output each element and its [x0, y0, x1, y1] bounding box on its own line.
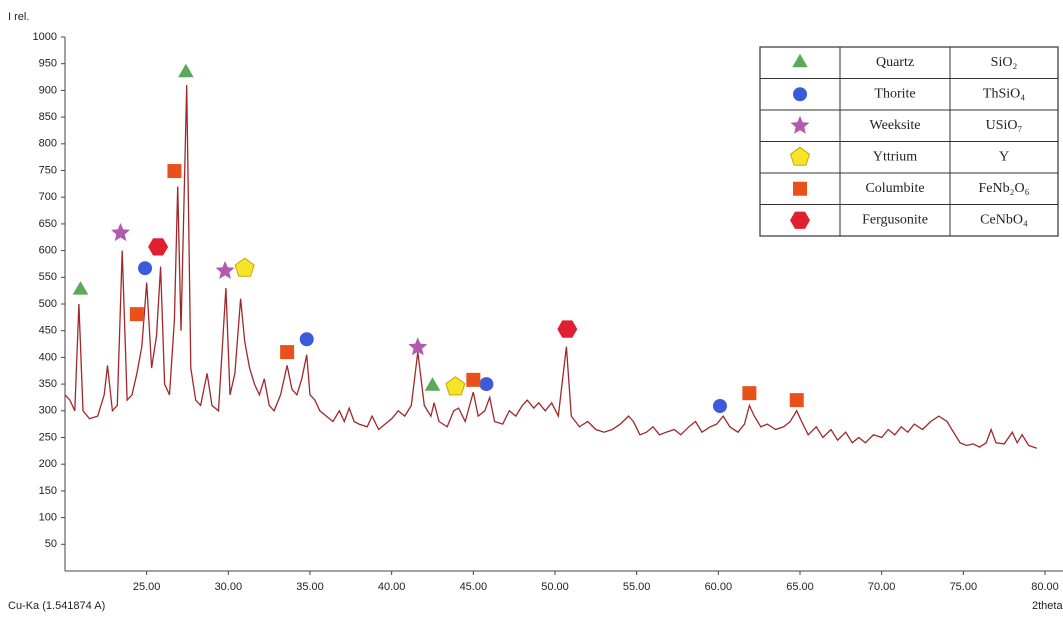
- phase-marker: [178, 63, 194, 78]
- legend-formula: CeNbO₄: [980, 212, 1028, 227]
- phase-marker: [712, 398, 727, 413]
- x-tick-label: 60.00: [705, 581, 733, 593]
- phase-marker: [129, 307, 144, 322]
- phase-marker: [167, 164, 182, 179]
- legend-name: Fergusonite: [862, 212, 928, 227]
- phase-marker: [280, 345, 295, 360]
- y-tick-label: 800: [39, 138, 57, 150]
- phase-marker: [424, 377, 441, 391]
- y-tick-label: 400: [39, 351, 57, 363]
- legend-symbol: [792, 53, 808, 68]
- x-tick-label: 70.00: [868, 581, 896, 593]
- legend-name: Yttrium: [873, 149, 917, 164]
- x-axis-label: 2theta: [1032, 600, 1063, 612]
- phase-marker: [299, 332, 314, 347]
- x-tick-label: 40.00: [378, 581, 406, 593]
- phase-marker: [148, 238, 169, 256]
- legend-name: Quartz: [876, 55, 914, 70]
- phase-marker: [445, 376, 466, 396]
- y-tick-label: 650: [39, 218, 57, 230]
- y-tick-label: 150: [39, 485, 57, 497]
- x-tick-label: 30.00: [215, 581, 243, 593]
- phase-marker: [742, 386, 757, 401]
- legend-symbol: [793, 181, 807, 196]
- y-axis-label: I rel.: [8, 11, 29, 23]
- legend-symbol: [793, 87, 807, 102]
- x-tick-label: 35.00: [296, 581, 324, 593]
- legend-symbol: [789, 146, 811, 166]
- legend-name: Thorite: [874, 86, 915, 101]
- y-tick-label: 300: [39, 405, 57, 417]
- y-tick-label: 250: [39, 431, 57, 443]
- y-tick-label: 200: [39, 458, 57, 470]
- legend-symbol: [790, 211, 810, 229]
- legend-formula: Y: [999, 149, 1009, 164]
- y-tick-label: 950: [39, 58, 57, 70]
- legend-symbol: [790, 115, 810, 134]
- legend-formula: FeNb₂O₆: [979, 181, 1030, 196]
- x-tick-label: 25.00: [133, 581, 161, 593]
- y-tick-label: 750: [39, 164, 57, 176]
- y-tick-label: 700: [39, 191, 57, 203]
- y-tick-label: 50: [45, 538, 57, 550]
- phase-marker: [215, 260, 235, 279]
- phase-marker: [479, 377, 494, 392]
- phase-marker: [111, 223, 130, 242]
- y-tick-label: 450: [39, 325, 57, 337]
- x-tick-label: 75.00: [950, 581, 978, 593]
- y-tick-label: 350: [39, 378, 57, 390]
- legend-name: Columbite: [865, 181, 924, 196]
- phase-marker: [789, 393, 804, 408]
- phase-marker: [557, 320, 578, 338]
- y-tick-label: 900: [39, 84, 57, 96]
- legend-formula: USiO₇: [986, 118, 1023, 133]
- phase-marker: [408, 337, 428, 356]
- x-tick-label: 45.00: [460, 581, 488, 593]
- legend-formula: ThSiO₄: [983, 86, 1025, 101]
- phase-marker: [234, 257, 255, 277]
- x-tick-label: 50.00: [541, 581, 569, 593]
- legend-formula: SiO₂: [991, 55, 1018, 70]
- diffraction-line: [64, 85, 1038, 449]
- y-tick-label: 550: [39, 271, 57, 283]
- y-tick-label: 850: [39, 111, 57, 123]
- phase-marker: [138, 261, 153, 276]
- x-tick-label: 65.00: [786, 581, 814, 593]
- legend-name: Weeksite: [870, 118, 921, 133]
- y-tick-label: 500: [39, 298, 57, 310]
- y-tick-label: 100: [39, 512, 57, 524]
- x-tick-label: 55.00: [623, 581, 651, 593]
- phase-marker: [72, 281, 89, 295]
- y-tick-label: 600: [39, 245, 57, 257]
- y-tick-label: 1000: [33, 31, 57, 43]
- x-source-label: Cu-Ka (1.541874 A): [8, 600, 105, 612]
- x-tick-label: 80.00: [1031, 581, 1059, 593]
- phase-marker: [466, 372, 481, 387]
